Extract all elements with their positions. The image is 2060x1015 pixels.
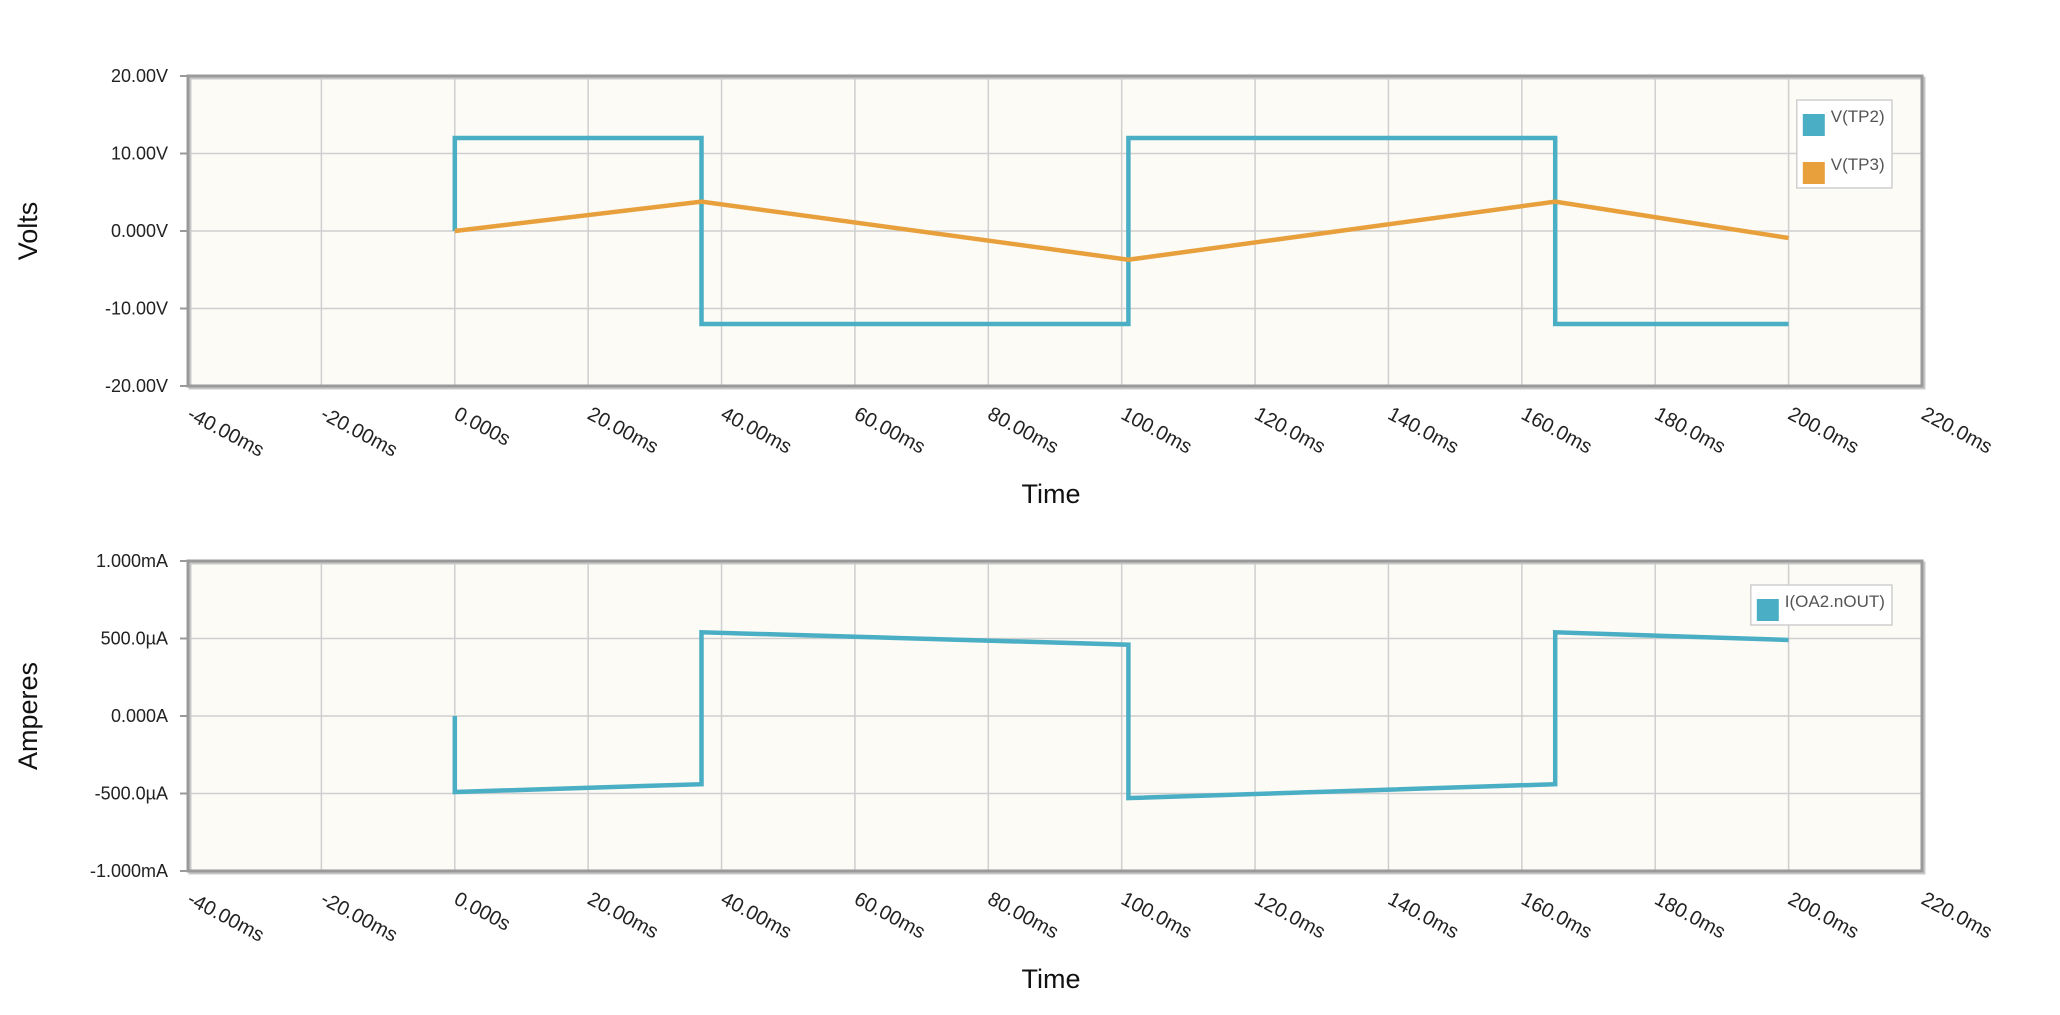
legend-swatch	[1756, 599, 1779, 621]
x-tick-label: -40.00ms	[184, 403, 268, 462]
x-tick-label: -20.00ms	[317, 403, 401, 462]
y-tick-label: 20.00V	[111, 66, 168, 86]
legend-label: I(OA2.nOUT)	[1785, 592, 1885, 611]
x-tick-label: 160.0ms	[1517, 403, 1595, 458]
x-tick-label: 80.00ms	[984, 403, 1062, 458]
legend-label: V(TP3)	[1831, 155, 1885, 174]
y-tick-label: 10.00V	[111, 144, 168, 164]
x-tick-label: 100.0ms	[1117, 888, 1195, 943]
x-tick-label: 0.000s	[450, 403, 513, 451]
y-tick-label: 1.000mA	[96, 551, 168, 571]
x-tick-label: 60.00ms	[851, 888, 929, 943]
x-tick-label: 180.0ms	[1651, 403, 1729, 458]
y-tick-label: -20.00V	[105, 376, 168, 396]
chart-panel-1: 20.00V 10.00V 0.000V -10.00V -20.00V -40.00ms…	[13, 66, 1996, 509]
x-tick-label: 220.0ms	[1918, 403, 1996, 458]
series-line-v-tp2-	[452, 135, 1789, 327]
legend-swatch	[1802, 162, 1825, 184]
legend-label: V(TP2)	[1831, 107, 1885, 126]
x-axis-title: Time	[1022, 964, 1081, 994]
y-axis-title: Amperes	[13, 662, 43, 770]
y-tick-label: -500.0µA	[95, 784, 168, 804]
y-tick-label: -1.000mA	[90, 861, 168, 881]
y-axis-title: Volts	[13, 202, 43, 261]
x-tick-label: 140.0ms	[1384, 403, 1462, 458]
x-tick-label: 220.0ms	[1918, 888, 1996, 943]
x-tick-label: 20.00ms	[584, 403, 662, 458]
x-tick-label: 100.0ms	[1117, 403, 1195, 458]
x-tick-label: 160.0ms	[1517, 888, 1595, 943]
x-tick-label: 200.0ms	[1784, 888, 1862, 943]
x-tick-label: -20.00ms	[317, 888, 401, 947]
x-tick-label: 60.00ms	[851, 403, 929, 458]
x-tick-label: 40.00ms	[717, 888, 795, 943]
x-tick-label: 80.00ms	[984, 888, 1062, 943]
x-tick-label: 0.000s	[450, 888, 513, 936]
x-tick-label: 20.00ms	[584, 888, 662, 943]
y-tick-label: 0.000V	[111, 221, 168, 241]
series-line-i-oa2-nout-	[452, 629, 1789, 801]
chart-panel-2: 1.000mA 500.0µA 0.000A -500.0µA -1.000mA -40.…	[13, 551, 1996, 994]
x-tick-label: 120.0ms	[1251, 403, 1329, 458]
legend-swatch	[1802, 114, 1825, 136]
plot-frame-shadow	[188, 76, 1926, 390]
x-tick-label: 120.0ms	[1251, 888, 1329, 943]
y-tick-label: -10.00V	[105, 299, 168, 319]
x-tick-label: 200.0ms	[1784, 403, 1862, 458]
y-tick-label: 0.000A	[111, 706, 168, 726]
x-axis-title: Time	[1022, 479, 1081, 509]
x-tick-label: 40.00ms	[717, 403, 795, 458]
x-tick-label: -40.00ms	[184, 888, 268, 947]
plot-frame-shadow	[188, 561, 1926, 875]
x-tick-label: 180.0ms	[1651, 888, 1729, 943]
x-tick-label: 140.0ms	[1384, 888, 1462, 943]
y-tick-label: 500.0µA	[101, 629, 168, 649]
series-line-v-tp3-	[454, 199, 1789, 262]
